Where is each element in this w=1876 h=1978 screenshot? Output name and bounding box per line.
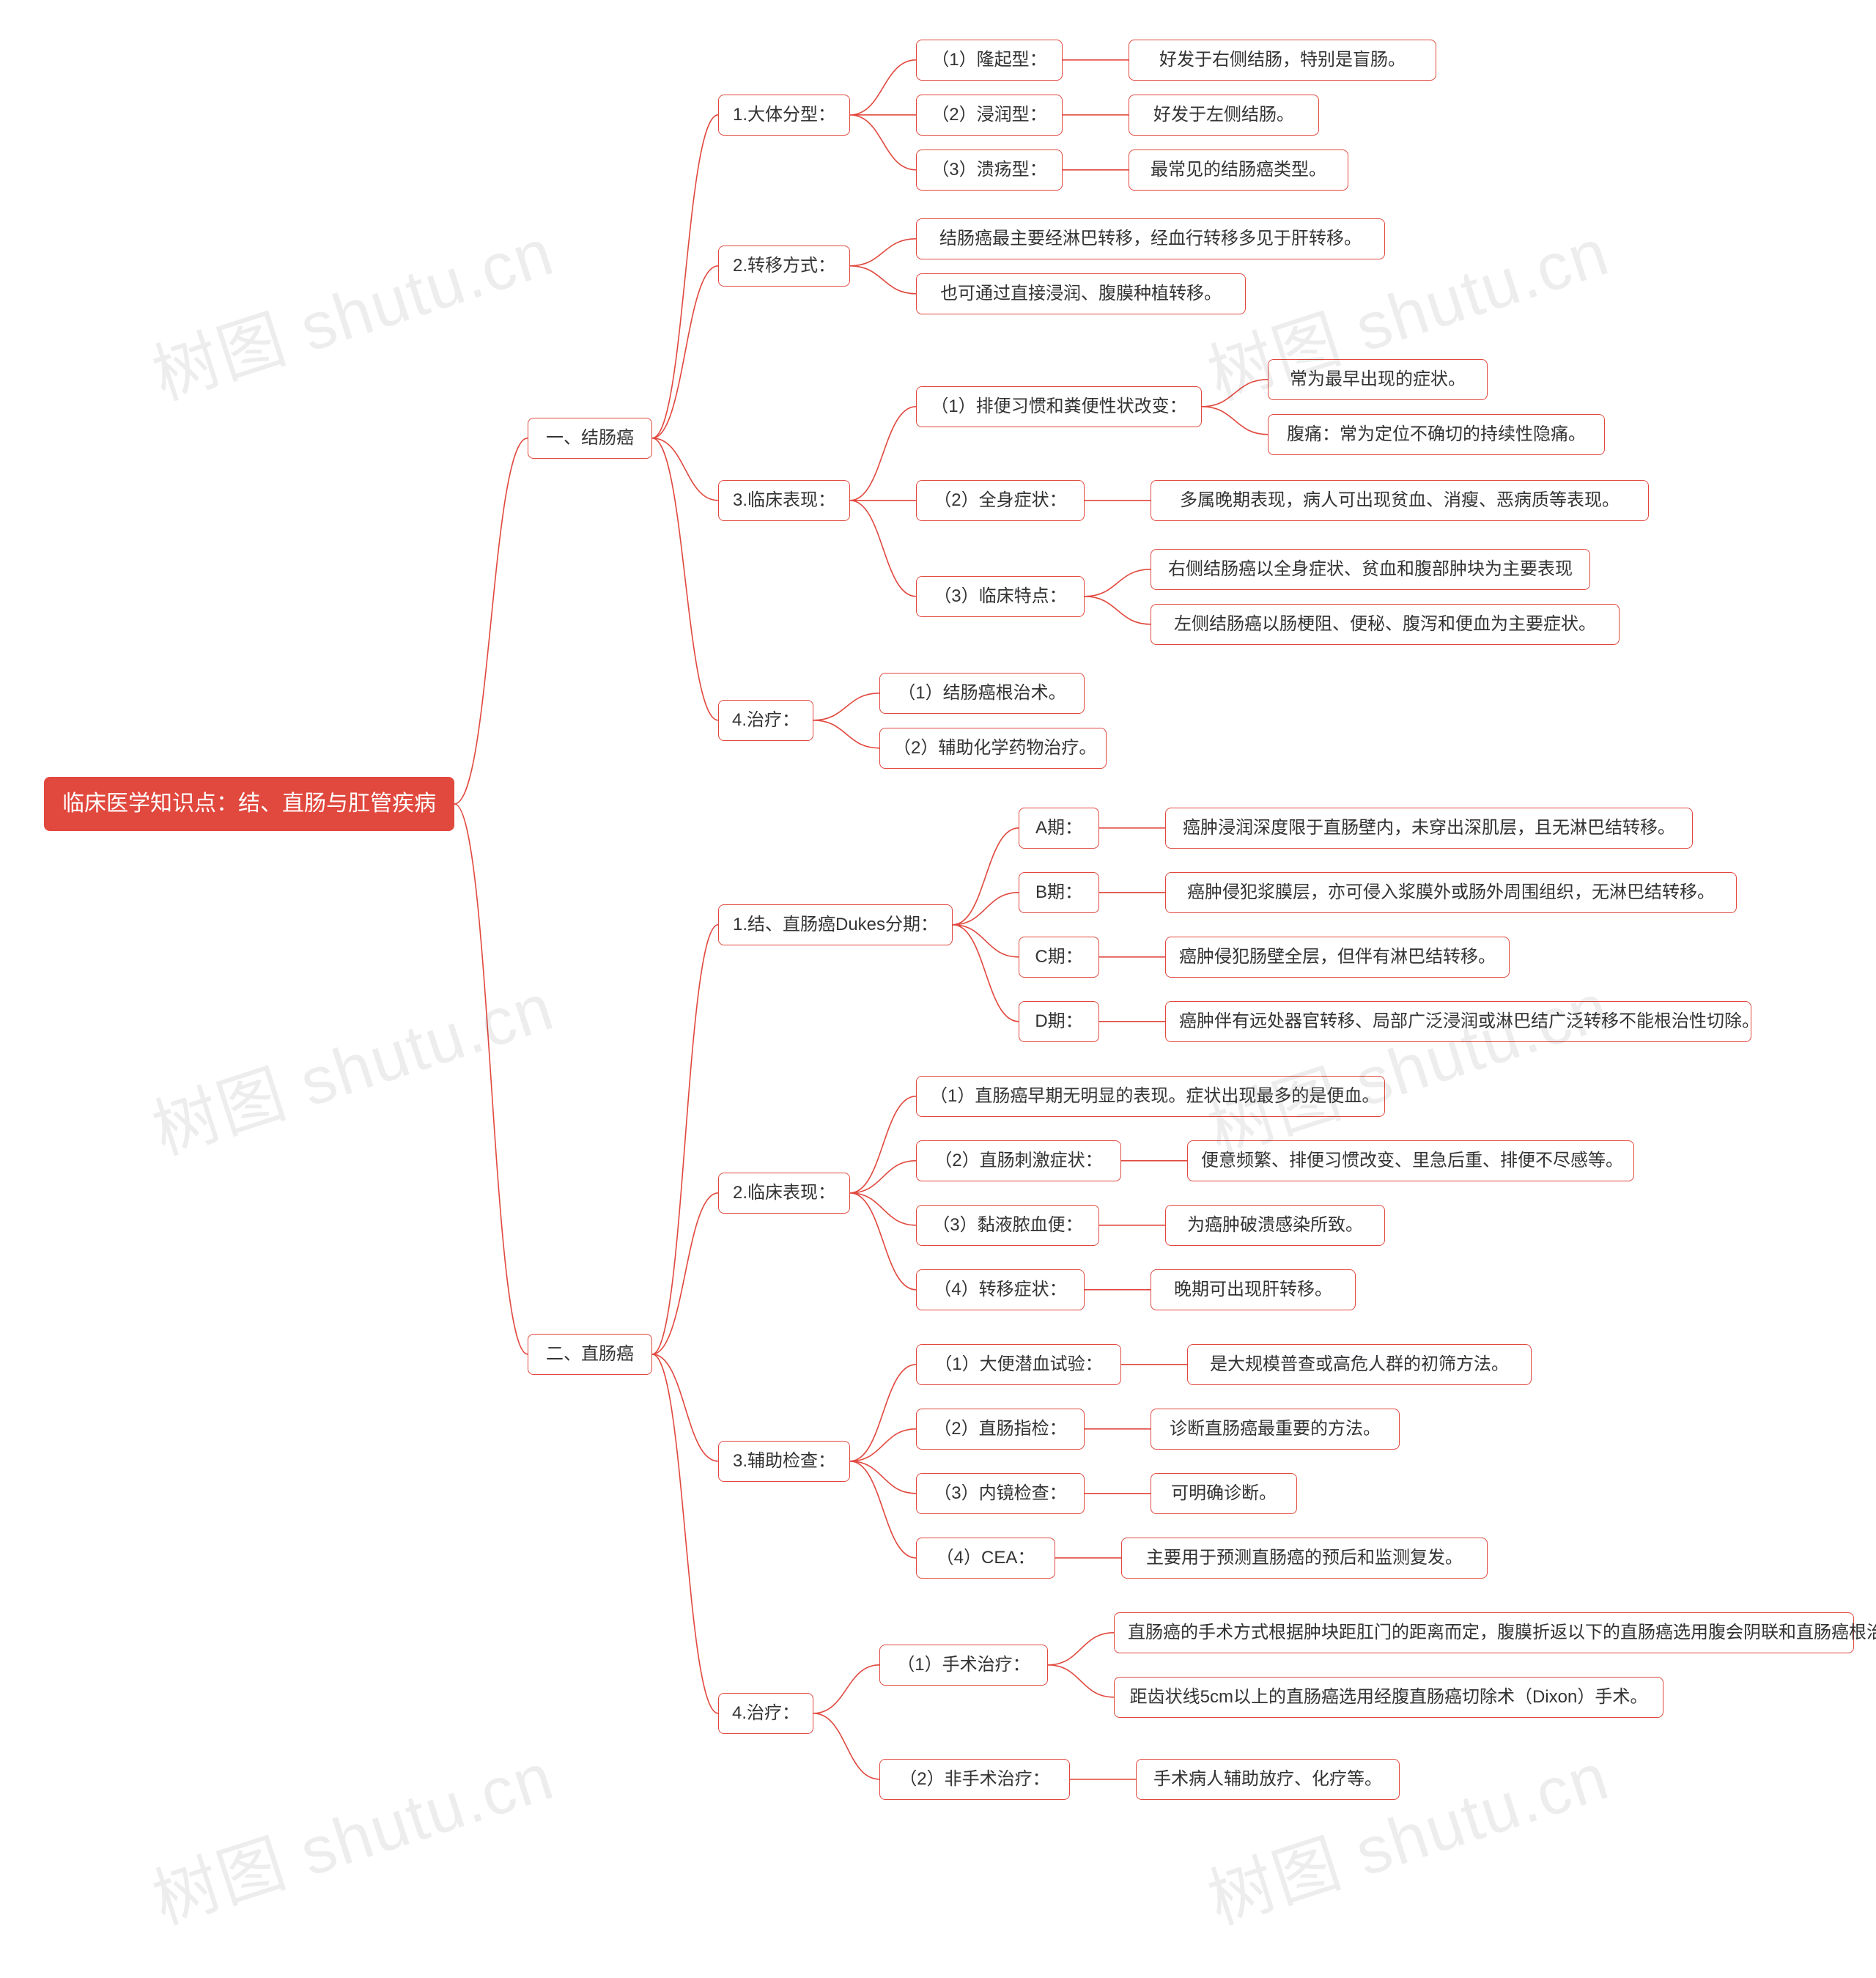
node-b1d: D期：: [1019, 1001, 1099, 1042]
node-b3: 3.辅助检查：: [718, 1441, 850, 1482]
node-b2-1: （1）直肠癌早期无明显的表现。症状出现最多的是便血。: [916, 1076, 1385, 1117]
node-a1-2: （2）浸润型：: [916, 95, 1063, 136]
watermark: 树图 shutu.cn: [139, 953, 564, 1173]
watermark: 树图 shutu.cn: [1194, 1723, 1620, 1942]
node-b3-2d: 诊断直肠癌最重要的方法。: [1151, 1409, 1400, 1450]
node-b3-3: （3）内镜检查：: [916, 1473, 1085, 1514]
node-b3-4d: 主要用于预测直肠癌的预后和监测复发。: [1121, 1538, 1488, 1579]
node-a1-1d: 好发于右侧结肠，特别是盲肠。: [1129, 40, 1436, 81]
node-b1ad: 癌肿浸润深度限于直肠壁内，未穿出深肌层，且无淋巴结转移。: [1165, 808, 1693, 849]
node-b2-2: （2）直肠刺激症状：: [916, 1140, 1121, 1181]
watermark: 树图 shutu.cn: [139, 1723, 564, 1942]
node-b2: 2.临床表现：: [718, 1173, 850, 1214]
node-b4-1a: 直肠癌的手术方式根据肿块距肛门的距离而定，腹膜折返以下的直肠癌选用腹会阴联和直肠…: [1114, 1612, 1854, 1653]
node-b1a: A期：: [1019, 808, 1099, 849]
node-b3-1d: 是大规模普查或高危人群的初筛方法。: [1187, 1344, 1532, 1385]
node-a3-1a: 常为最早出现的症状。: [1268, 359, 1488, 400]
node-a3-1b: 腹痛：常为定位不确切的持续性隐痛。: [1268, 414, 1605, 455]
node-a4-2: （2）辅助化学药物治疗。: [879, 728, 1107, 769]
node-a1-3d: 最常见的结肠癌类型。: [1129, 150, 1348, 191]
node-b2-4: （4）转移症状：: [916, 1269, 1085, 1310]
node-b3-2: （2）直肠指检：: [916, 1409, 1085, 1450]
watermark: 树图 shutu.cn: [139, 199, 564, 418]
node-b4-2: （2）非手术治疗：: [879, 1759, 1070, 1800]
node-b1: 1.结、直肠癌Dukes分期：: [718, 904, 953, 945]
node-a2: 2.转移方式：: [718, 246, 850, 287]
node-a1-3: （3）溃疡型：: [916, 150, 1063, 191]
node-a3-2d: 多属晚期表现，病人可出现贫血、消瘦、恶病质等表现。: [1151, 480, 1649, 521]
node-b3-4: （4）CEA：: [916, 1538, 1055, 1579]
node-b1b: B期：: [1019, 872, 1099, 913]
node-a2-1: 结肠癌最主要经淋巴转移，经血行转移多见于肝转移。: [916, 218, 1385, 259]
node-b2-4d: 晚期可出现肝转移。: [1151, 1269, 1356, 1310]
node-b3-1: （1）大便潜血试验：: [916, 1344, 1121, 1385]
node-a3: 3.临床表现：: [718, 480, 850, 521]
node-a4-1: （1）结肠癌根治术。: [879, 673, 1085, 714]
node-b4-1: （1）手术治疗：: [879, 1645, 1048, 1686]
node-a3-3a: 右侧结肠癌以全身症状、贫血和腹部肿块为主要表现: [1151, 549, 1590, 590]
node-b3-3d: 可明确诊断。: [1151, 1473, 1297, 1514]
node-a3-2: （2）全身症状：: [916, 480, 1085, 521]
node-a4: 4.治疗：: [718, 700, 813, 741]
node-a3-3b: 左侧结肠癌以肠梗阻、便秘、腹泻和便血为主要症状。: [1151, 604, 1620, 645]
node-b2-2d: 便意频繁、排便习惯改变、里急后重、排便不尽感等。: [1187, 1140, 1634, 1181]
node-b1cd: 癌肿侵犯肠壁全层，但伴有淋巴结转移。: [1165, 937, 1510, 978]
node-b1dd: 癌肿伴有远处器官转移、局部广泛浸润或淋巴结广泛转移不能根治性切除。: [1165, 1001, 1751, 1042]
node-a: 一、结肠癌: [528, 418, 652, 459]
node-b1c: C期：: [1019, 937, 1099, 978]
node-b4: 4.治疗：: [718, 1693, 813, 1734]
node-root: 临床医学知识点：结、直肠与肛管疾病: [44, 777, 454, 831]
node-a1-1: （1）隆起型：: [916, 40, 1063, 81]
node-a3-3: （3）临床特点：: [916, 576, 1085, 617]
node-b4-1b: 距齿状线5cm以上的直肠癌选用经腹直肠癌切除术（Dixon）手术。: [1114, 1677, 1663, 1718]
node-b4-2d: 手术病人辅助放疗、化疗等。: [1136, 1759, 1400, 1800]
node-b: 二、直肠癌: [528, 1334, 652, 1375]
node-b1bd: 癌肿侵犯浆膜层，亦可侵入浆膜外或肠外周围组织，无淋巴结转移。: [1165, 872, 1737, 913]
node-a1-2d: 好发于左侧结肠。: [1129, 95, 1319, 136]
node-b2-3d: 为癌肿破溃感染所致。: [1165, 1205, 1385, 1246]
node-a2-2: 也可通过直接浸润、腹膜种植转移。: [916, 273, 1246, 314]
node-a3-1: （1）排便习惯和粪便性状改变：: [916, 386, 1202, 427]
node-a1: 1.大体分型：: [718, 95, 850, 136]
node-b2-3: （3）黏液脓血便：: [916, 1205, 1099, 1246]
